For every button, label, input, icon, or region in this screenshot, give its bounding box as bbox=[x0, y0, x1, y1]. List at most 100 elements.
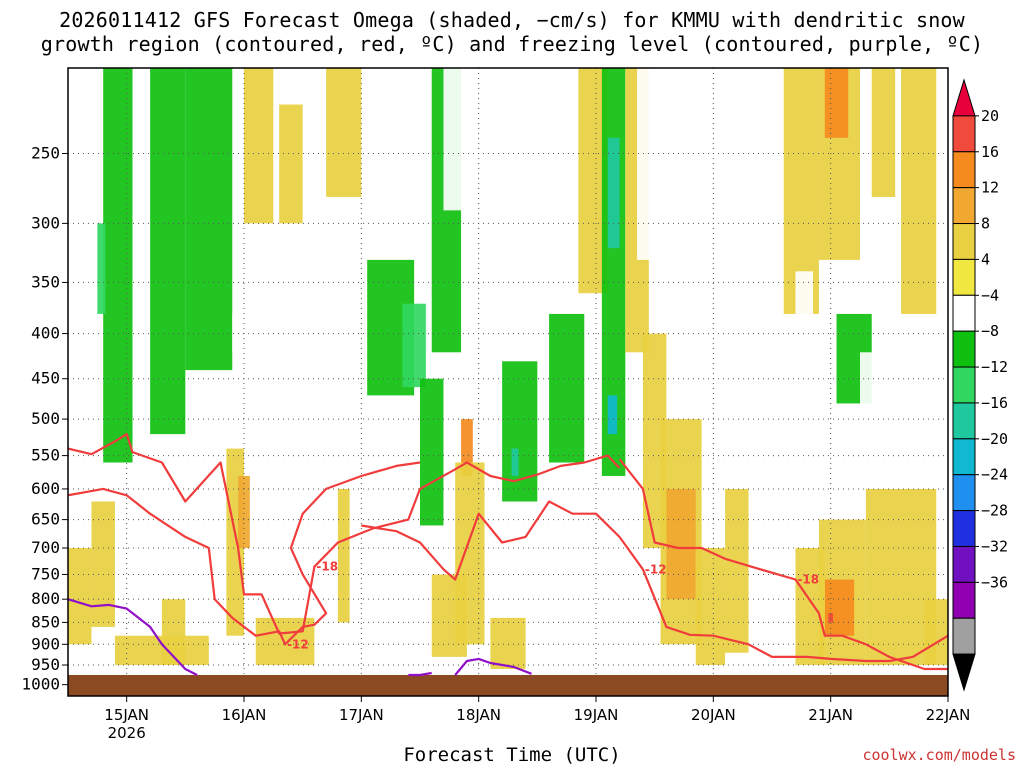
omega-cell bbox=[490, 68, 520, 224]
omega-cell bbox=[725, 488, 749, 653]
contour-label: -12 bbox=[287, 637, 309, 651]
omega-cell bbox=[402, 303, 426, 388]
omega-cell bbox=[337, 488, 350, 623]
colorbar-label: −32 bbox=[981, 537, 1008, 555]
omega-cell bbox=[420, 378, 444, 526]
colorbar-band bbox=[952, 617, 976, 655]
colorbar-label: −16 bbox=[981, 394, 1008, 412]
colorbar-label: 20 bbox=[981, 107, 999, 125]
omega-cell bbox=[695, 548, 726, 666]
chart-title-line2: growth region (contoured, red, ºC) and f… bbox=[40, 32, 984, 56]
colorbar-bottom-arrow bbox=[952, 653, 976, 692]
y-tick-label: 650 bbox=[31, 510, 60, 529]
colorbar-band bbox=[952, 151, 976, 189]
x-tick-label: 17JAN bbox=[339, 706, 384, 724]
colorbar-band bbox=[952, 474, 976, 512]
omega-cell bbox=[795, 548, 825, 666]
colorbar-label: −36 bbox=[981, 573, 1008, 591]
omega-cell bbox=[150, 68, 186, 435]
y-tick-label: 500 bbox=[31, 409, 60, 428]
omega-cell bbox=[431, 574, 467, 657]
omega-cell bbox=[91, 501, 115, 627]
colorbar-label: −12 bbox=[981, 358, 1008, 376]
dgz-contour bbox=[361, 500, 948, 663]
contour-label: -18 bbox=[316, 560, 338, 574]
omega-cell bbox=[860, 352, 890, 435]
colorbar-label: −28 bbox=[981, 502, 1008, 520]
omega-cell bbox=[326, 68, 362, 197]
omega-cell bbox=[537, 68, 573, 362]
chart-title-line1: 2026011412 GFS Forecast Omega (shaded, −… bbox=[59, 8, 965, 32]
y-tick-label: 600 bbox=[31, 479, 60, 498]
colorbar-top-arrow bbox=[952, 78, 976, 117]
omega-cell bbox=[596, 488, 626, 600]
x-tick-label: 19JAN bbox=[574, 706, 619, 724]
dgz-contour bbox=[68, 433, 621, 635]
x-tick-label: 15JAN bbox=[104, 706, 149, 724]
freezing-contour bbox=[454, 657, 532, 676]
y-tick-label: 1000 bbox=[21, 675, 60, 694]
y-tick-label: 900 bbox=[31, 634, 60, 653]
omega-cell bbox=[824, 579, 855, 636]
colorbar: 20 16 12 8 4 −4 −8 −12 −16 −20 −24 −28 −32 −36 bbox=[952, 78, 1008, 692]
ground-layer bbox=[68, 674, 948, 696]
dgz-contour bbox=[68, 461, 421, 646]
colorbar-label: −20 bbox=[981, 430, 1008, 448]
omega-cell bbox=[795, 271, 814, 353]
omega-cell bbox=[828, 613, 834, 623]
colorbar-label: −24 bbox=[981, 466, 1008, 484]
omega-cell bbox=[244, 68, 274, 224]
y-tick-label: 550 bbox=[31, 446, 60, 465]
omega-cell bbox=[461, 419, 473, 476]
omega-cell bbox=[103, 68, 133, 463]
colorbar-label: −8 bbox=[981, 322, 999, 340]
colorbar-band bbox=[952, 402, 976, 440]
y-tick-label: 450 bbox=[31, 369, 60, 388]
colorbar-band bbox=[952, 510, 976, 547]
x-tick-label: 18JAN bbox=[456, 706, 501, 724]
colorbar-label: 12 bbox=[981, 179, 999, 197]
omega-cell bbox=[511, 448, 519, 476]
colorbar-label: 4 bbox=[981, 250, 990, 268]
omega-cell bbox=[901, 68, 937, 314]
ground-fill bbox=[68, 674, 948, 696]
contour-label: -18 bbox=[797, 573, 819, 587]
x-tick-label: 20JAN bbox=[691, 706, 736, 724]
colorbar-band bbox=[952, 366, 976, 404]
omega-cell bbox=[607, 395, 618, 435]
omega-cell bbox=[97, 223, 106, 314]
colorbar-band bbox=[952, 330, 976, 368]
colorbar-label: 16 bbox=[981, 143, 999, 161]
omega-cell bbox=[161, 599, 186, 666]
y-tick-label: 950 bbox=[31, 655, 60, 674]
contour-label: -12 bbox=[645, 562, 667, 576]
x-tick-label: 21JAN bbox=[808, 706, 853, 724]
colorbar-label: −4 bbox=[981, 286, 999, 304]
colorbar-band bbox=[952, 115, 976, 153]
colorbar-band bbox=[952, 581, 976, 619]
y-tick-label: 250 bbox=[31, 143, 60, 162]
omega-cell bbox=[607, 137, 620, 249]
y-tick-label: 850 bbox=[31, 612, 60, 631]
freezing-contour bbox=[408, 671, 432, 677]
axes: 250 300 350 400 450 500 550 600 650 700 750 800 850 9… bbox=[21, 67, 970, 742]
colorbar-band bbox=[952, 187, 976, 225]
omega-cell bbox=[238, 475, 250, 549]
omega-cell bbox=[185, 68, 233, 371]
y-tick-label: 750 bbox=[31, 564, 60, 583]
credit-link[interactable]: coolwx.com/models bbox=[862, 746, 1016, 764]
colorbar-band bbox=[952, 438, 976, 476]
omega-cell bbox=[490, 617, 526, 670]
omega-shading bbox=[68, 68, 948, 696]
freezing-contour bbox=[68, 598, 198, 676]
dgz-contour bbox=[618, 458, 948, 671]
omega-cell bbox=[443, 68, 479, 211]
y-tick-label: 700 bbox=[31, 538, 60, 557]
omega-cell bbox=[502, 361, 538, 502]
omega-cell bbox=[666, 488, 696, 600]
y-tick-label: 800 bbox=[31, 589, 60, 608]
colorbar-band bbox=[952, 294, 976, 332]
y-tick-label: 300 bbox=[31, 213, 60, 232]
y-tick-label: 400 bbox=[31, 324, 60, 343]
